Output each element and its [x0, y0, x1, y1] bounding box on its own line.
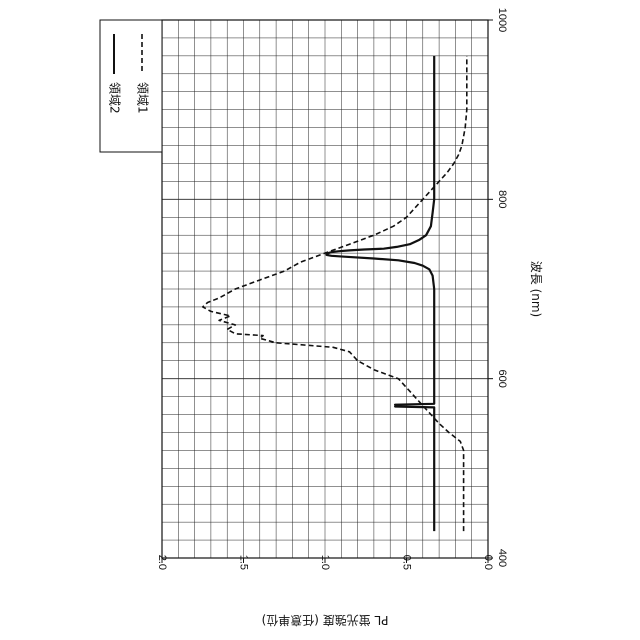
y-axis-ticks: 0.0 0.5 1.0 1.5 2.0	[156, 555, 494, 570]
x-tick-label: 800	[496, 190, 508, 208]
legend: 領域2 領域1	[100, 20, 162, 152]
series-line-2	[203, 56, 467, 531]
x-axis-ticks: 400 600 800 1000	[488, 8, 508, 567]
x-axis-title: 波長 (nm)	[529, 261, 543, 317]
grid	[162, 20, 488, 558]
series	[203, 56, 467, 531]
legend-label-1: 領域2	[108, 82, 123, 114]
x-tick-label: 1000	[496, 8, 508, 32]
y-tick-label: 1.5	[238, 555, 250, 570]
y-tick-label: 0.0	[482, 555, 494, 570]
legend-label-2: 領域1	[136, 82, 151, 114]
x-tick-label: 600	[496, 369, 508, 387]
y-tick-label: 1.0	[319, 555, 331, 570]
y-axis-title: PL 蛍光強度 (任意単位)	[262, 613, 389, 628]
x-tick-label: 400	[496, 549, 508, 567]
y-tick-label: 0.5	[401, 555, 413, 570]
series-line-1	[327, 56, 435, 531]
y-tick-label: 2.0	[156, 555, 168, 570]
